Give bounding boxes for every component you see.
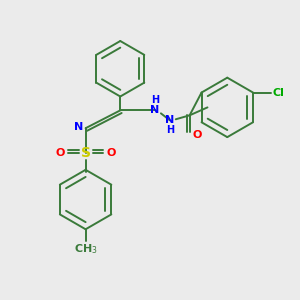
Text: Cl: Cl xyxy=(273,88,285,98)
Text: H: H xyxy=(166,125,174,135)
Text: N: N xyxy=(74,122,83,132)
Text: O: O xyxy=(55,148,64,158)
Text: S: S xyxy=(81,146,91,160)
Text: O: O xyxy=(107,148,116,158)
Text: N: N xyxy=(165,115,174,125)
Text: O: O xyxy=(193,130,202,140)
Text: N: N xyxy=(150,105,160,116)
Text: CH$_3$: CH$_3$ xyxy=(74,242,98,256)
Text: H: H xyxy=(151,95,159,106)
